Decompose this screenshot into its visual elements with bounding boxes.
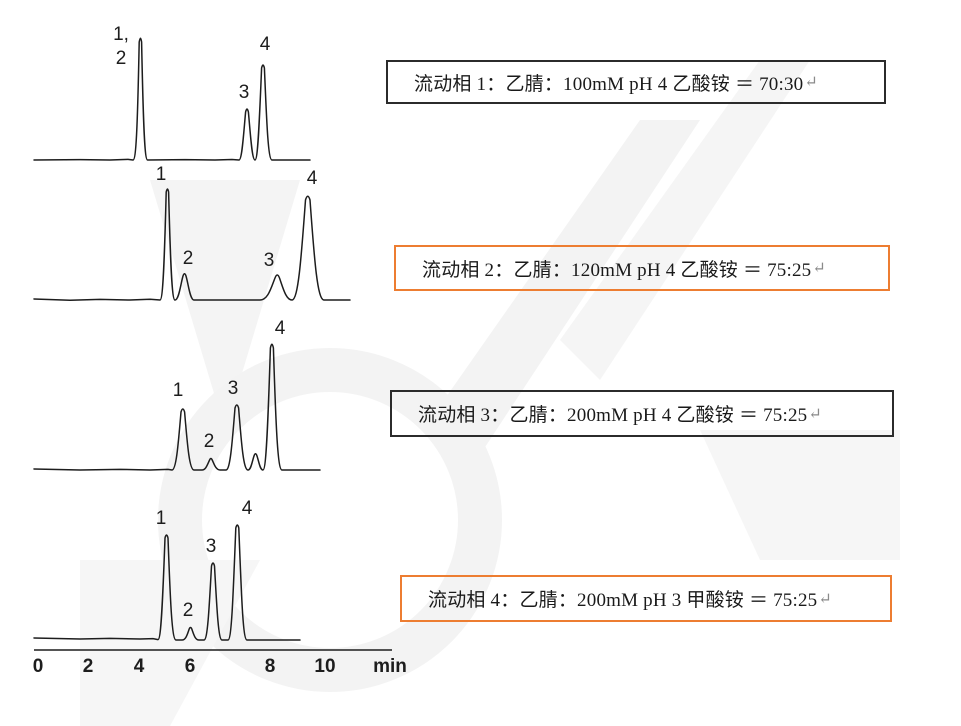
caption-box-mobile-phase-1: 流动相 1：乙腈：100mM pH 4 乙酸铵 ＝ 70:30 ↵ bbox=[386, 60, 886, 104]
x-tick-4: 4 bbox=[134, 656, 145, 677]
x-tick-6: 6 bbox=[185, 656, 196, 677]
peak-label-t2-p4: 4 bbox=[307, 168, 318, 189]
x-tick-10: 10 bbox=[314, 656, 335, 677]
chromatogram-svg: 0 2 4 6 8 10 min 1, 2 3 4 1 2 3 4 bbox=[33, 24, 407, 677]
x-tick-8: 8 bbox=[265, 656, 276, 677]
caption-text-4: 流动相 4：乙腈：200mM pH 3 甲酸铵 ＝ 75:25 bbox=[428, 590, 818, 611]
trace-1-curve bbox=[33, 37, 311, 161]
peak-label-t4-p4: 4 bbox=[242, 498, 253, 519]
peak-label-t1-p3: 3 bbox=[239, 82, 250, 103]
peak-label-t3-p2: 2 bbox=[204, 431, 215, 452]
chromatogram-panel: 0 2 4 6 8 10 min 1, 2 3 4 1 2 3 4 bbox=[20, 12, 440, 692]
peak-label-t4-p3: 3 bbox=[206, 536, 217, 557]
trace-4-curve bbox=[33, 524, 301, 641]
trace-3-curve bbox=[33, 343, 321, 471]
peak-label-t3-p4: 4 bbox=[275, 318, 286, 339]
pilcrow-mark-4: ↵ bbox=[818, 590, 832, 608]
peak-label-t4-p1: 1 bbox=[156, 508, 167, 529]
caption-box-mobile-phase-2: 流动相 2：乙腈：120mM pH 4 乙酸铵 ＝ 75:25 ↵ bbox=[394, 245, 890, 291]
trace-2-curve bbox=[33, 188, 351, 301]
peak-label-t1-p12-line1: 1, bbox=[113, 24, 129, 45]
caption-box-mobile-phase-3: 流动相 3：乙腈：200mM pH 4 乙酸铵 ＝ 75:25 ↵ bbox=[390, 390, 894, 437]
caption-text-2: 流动相 2：乙腈：120mM pH 4 乙酸铵 ＝ 75:25 bbox=[422, 259, 812, 281]
x-tick-2: 2 bbox=[83, 656, 94, 677]
peak-label-t1-p4: 4 bbox=[260, 34, 271, 55]
peak-label-t3-p3: 3 bbox=[228, 378, 239, 399]
x-axis-unit-label: min bbox=[373, 656, 407, 677]
pilcrow-mark-3: ↵ bbox=[808, 405, 822, 423]
peak-label-t4-p2: 2 bbox=[183, 600, 194, 621]
peak-label-t1-p12-line2: 2 bbox=[116, 48, 127, 69]
caption-text-3: 流动相 3：乙腈：200mM pH 4 乙酸铵 ＝ 75:25 bbox=[418, 405, 808, 426]
caption-text-1: 流动相 1：乙腈：100mM pH 4 乙酸铵 ＝ 70:30 bbox=[414, 73, 804, 95]
peak-label-t2-p3: 3 bbox=[264, 250, 275, 271]
x-tick-0: 0 bbox=[33, 656, 44, 677]
x-axis-tick-labels: 0 2 4 6 8 10 min bbox=[33, 656, 407, 677]
peak-label-t2-p1: 1 bbox=[156, 164, 167, 185]
pilcrow-mark-1: ↵ bbox=[804, 74, 818, 91]
peak-label-t2-p2: 2 bbox=[183, 248, 194, 269]
peak-label-t3-p1: 1 bbox=[173, 380, 184, 401]
caption-box-mobile-phase-4: 流动相 4：乙腈：200mM pH 3 甲酸铵 ＝ 75:25 ↵ bbox=[400, 575, 892, 622]
pilcrow-mark-2: ↵ bbox=[812, 260, 826, 277]
